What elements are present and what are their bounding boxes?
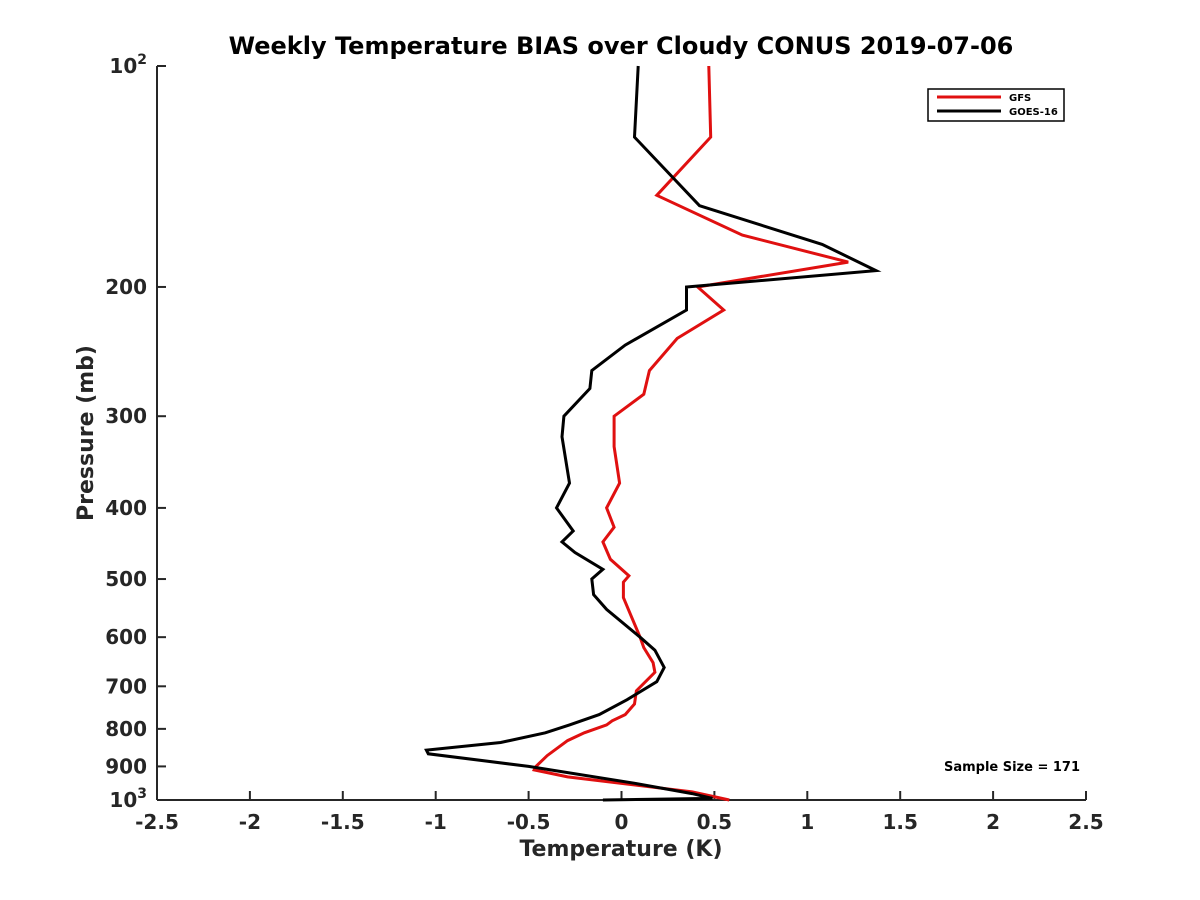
y-tick-label: 700 [105, 674, 147, 698]
y-tick-label: 102 [109, 52, 147, 78]
y-tick-label: 400 [105, 496, 147, 520]
x-tick-label: 1.5 [882, 810, 917, 834]
x-tick-label: 0.5 [697, 810, 732, 834]
x-tick-label: 2.5 [1068, 810, 1103, 834]
y-tick-label: 800 [105, 717, 147, 741]
sample-size-annotation: Sample Size = 171 [944, 760, 1080, 775]
x-tick-label: -1.5 [321, 810, 365, 834]
x-tick-label: -0.5 [507, 810, 551, 834]
legend-label: GFS [1009, 93, 1031, 104]
legend: GFS GOES-16 [927, 88, 1065, 122]
legend-box [927, 88, 1065, 122]
legend-label: GOES-16 [1009, 107, 1058, 118]
y-tick-label: 600 [105, 625, 147, 649]
chart-title: Weekly Temperature BIAS over Cloudy CONU… [229, 32, 1014, 60]
y-axis-ticks: 102 200 300 400 500 600 700 800 900 103 [105, 52, 166, 812]
series-lines [424, 65, 882, 802]
x-tick-label: 2 [986, 810, 1000, 834]
series-line-gfs [531, 65, 849, 802]
x-tick-label: 1 [800, 810, 814, 834]
y-tick-label: 500 [105, 567, 147, 591]
x-axis-label: Temperature (K) [519, 837, 722, 862]
y-axis-label: Pressure (mb) [74, 345, 99, 521]
x-axis-ticks: -2.5 -2 -1.5 -1 -0.5 0 0.5 1 1.5 2 2.5 [135, 791, 1104, 834]
y-tick-label: 103 [109, 786, 147, 812]
y-tick-label: 900 [105, 754, 147, 778]
x-tick-label: -1 [425, 810, 447, 834]
plot-area [156, 66, 1086, 801]
series-line-goes-16 [424, 65, 882, 802]
y-tick-label: 300 [105, 404, 147, 428]
x-tick-label: 0 [615, 810, 629, 834]
x-tick-label: -2 [239, 810, 261, 834]
x-tick-label: -2.5 [135, 810, 179, 834]
y-tick-label: 200 [105, 275, 147, 299]
